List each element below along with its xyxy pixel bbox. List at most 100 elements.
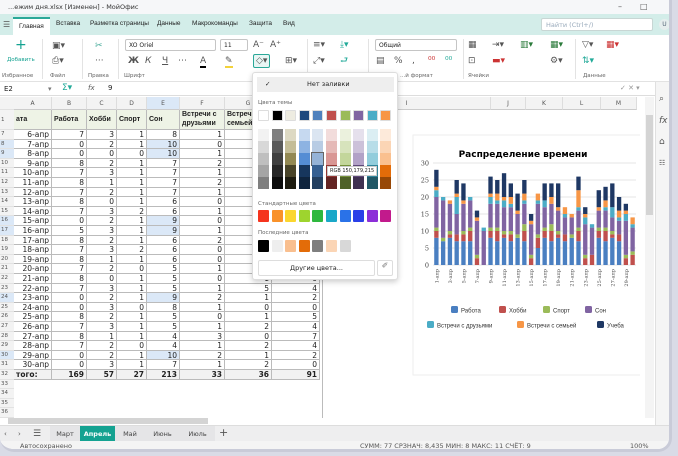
bar-segment[interactable] [569, 217, 574, 235]
more-colors-button[interactable]: Другие цвета... [258, 260, 375, 276]
select-all[interactable] [0, 97, 14, 110]
table-cell[interactable]: 0 [180, 274, 225, 284]
standard-color-swatch[interactable] [326, 210, 337, 222]
shade-color-swatch[interactable] [271, 141, 283, 153]
row-header[interactable]: 25 [0, 302, 14, 313]
bar-segment[interactable] [528, 224, 534, 255]
row-header[interactable]: 23 [0, 283, 14, 294]
bar-segment[interactable] [562, 214, 568, 218]
table-cell[interactable]: 5 [147, 264, 180, 274]
table-cell[interactable]: 3 [180, 331, 225, 342]
bar-segment[interactable] [616, 220, 622, 235]
save-icon[interactable]: ▣▾ [52, 41, 66, 51]
shade-color-swatch[interactable] [298, 129, 310, 141]
table-cell[interactable]: 7 [52, 245, 87, 255]
table-cell[interactable]: 0 [180, 197, 225, 207]
legend-label[interactable]: Учеба [607, 324, 625, 330]
bar-segment[interactable] [556, 210, 561, 231]
fill-color-button[interactable]: ◇▾ [253, 54, 271, 68]
table-cell[interactable]: 1 [180, 206, 225, 217]
row-header[interactable]: 17 [0, 226, 14, 236]
shade-color-swatch[interactable] [285, 141, 297, 153]
shade-color-swatch[interactable] [271, 165, 283, 177]
shade-color-swatch[interactable] [298, 165, 310, 177]
total-cell[interactable]: 36 [225, 370, 272, 380]
table-cell[interactable]: 7 [52, 341, 87, 351]
table-cell[interactable]: 10 [147, 350, 180, 361]
increase-font-icon[interactable]: A⁺ [270, 40, 281, 50]
table-cell[interactable]: 6 [147, 245, 180, 255]
theme-color-swatch[interactable] [312, 110, 324, 121]
row-header[interactable]: 26 [0, 312, 14, 322]
delete-cells-icon[interactable]: ▬▾ [492, 56, 506, 66]
row-header[interactable]: 19 [0, 245, 14, 255]
bar-segment[interactable] [596, 237, 601, 265]
table-cell[interactable]: 8 [52, 158, 87, 169]
table-cell[interactable]: 1 [180, 360, 225, 370]
sheet-tab[interactable]: Апрель [80, 426, 115, 442]
table-cell[interactable]: 2 [87, 187, 117, 198]
scrollbar-thumb[interactable] [646, 115, 653, 215]
bar-segment[interactable] [434, 186, 439, 191]
table-cell[interactable]: 7 [147, 178, 180, 188]
shade-color-swatch[interactable] [366, 177, 378, 189]
date-cell[interactable]: 30-апр [14, 360, 52, 370]
bar-segment[interactable] [468, 241, 473, 265]
bar-segment[interactable] [623, 220, 629, 255]
total-cell[interactable]: 27 [117, 370, 147, 380]
standard-color-swatch[interactable] [285, 210, 297, 222]
table-cell[interactable]: 1 [117, 331, 147, 342]
legend-label[interactable]: Работа [461, 309, 481, 315]
bar-segment[interactable] [454, 241, 459, 265]
search-icon[interactable]: ⌕ [659, 94, 665, 104]
date-cell[interactable]: 15-апр [14, 216, 52, 226]
table-cell[interactable]: 2 [87, 312, 117, 322]
sort-icon[interactable]: ⇅▾ [582, 56, 595, 66]
table-cell[interactable]: 3 [87, 360, 117, 370]
row-header[interactable]: 31 [0, 360, 14, 370]
bar-segment[interactable] [488, 237, 493, 265]
strikethrough-icon[interactable]: ⋯ [178, 56, 187, 66]
table-cell[interactable]: 8 [52, 331, 87, 342]
table-cell[interactable]: 5 [225, 283, 272, 294]
bar-segment[interactable] [556, 183, 561, 208]
table-cell[interactable]: 5 [147, 312, 180, 322]
table-cell[interactable]: 6 [147, 206, 180, 217]
shade-color-swatch[interactable] [380, 165, 392, 177]
table-cell[interactable]: 1 [87, 254, 117, 265]
table-cell[interactable]: 9 [147, 226, 180, 236]
tab-view[interactable]: Вид [283, 20, 295, 27]
date-cell[interactable]: 14-апр [14, 206, 52, 217]
bar-segment[interactable] [623, 210, 629, 214]
bar-segment[interactable] [474, 254, 480, 259]
date-cell[interactable]: 9-апр [14, 158, 52, 169]
eyedropper-icon[interactable]: ✐ [377, 260, 393, 276]
table-cell[interactable]: 1 [180, 341, 225, 351]
header-cell[interactable]: ата [14, 110, 52, 130]
bar-segment[interactable] [596, 231, 601, 238]
bar-segment[interactable] [549, 197, 554, 204]
column-header-M[interactable]: M [601, 97, 637, 110]
theme-color-swatch[interactable] [285, 110, 297, 121]
percent-icon[interactable]: % [394, 56, 403, 66]
bar-segment[interactable] [447, 234, 453, 238]
bar-segment[interactable] [454, 193, 459, 197]
table-cell[interactable]: 3 [87, 168, 117, 178]
italic-icon[interactable]: К [145, 56, 152, 66]
tab-macros[interactable]: Макрокоманды [192, 20, 238, 27]
row-header[interactable]: 12 [0, 178, 14, 188]
align-icon[interactable]: ≡▾ [313, 40, 326, 50]
recent-color-swatch[interactable] [298, 240, 310, 252]
bar-segment[interactable] [495, 200, 500, 204]
bar-segment[interactable] [583, 254, 588, 259]
chart[interactable]: Распределение времени 0 5 10 15 20 25 30 1-апр 3-… [323, 97, 640, 418]
table-cell[interactable]: 2 [272, 350, 320, 361]
column-header-F[interactable]: F [180, 97, 225, 110]
bar-segment[interactable] [501, 234, 507, 238]
bar-segment[interactable] [596, 210, 601, 228]
bar-segment[interactable] [616, 197, 622, 211]
table-cell[interactable]: 2 [180, 293, 225, 303]
bar-segment[interactable] [522, 203, 527, 225]
highlight-icon[interactable]: ✎ [225, 56, 233, 68]
bar-segment[interactable] [522, 193, 527, 201]
